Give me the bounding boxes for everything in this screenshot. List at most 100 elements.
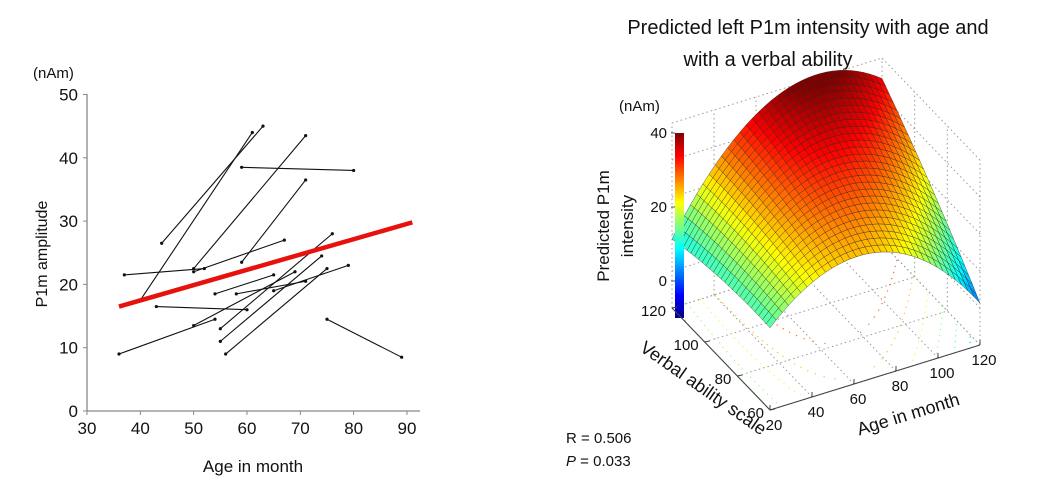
left-y-tick-label: 40 [59,149,78,168]
contour-point [907,300,909,302]
age-axis [769,344,981,411]
contour-point [722,346,724,348]
contour-point [823,376,825,378]
contour-point [905,306,907,308]
subject-point [234,292,238,296]
subject-line [241,166,354,172]
subject-line [161,125,264,244]
colorbar-tick-label: 0 [659,273,667,290]
contour-point [788,386,790,389]
verbal-tick [671,306,678,309]
grid-line [671,242,883,309]
contour-point [776,351,779,354]
contour-point [737,363,740,366]
contour-point [766,343,769,346]
subject-point [282,238,286,242]
subject-point [325,266,329,271]
contour-point [761,339,764,342]
contour-point [969,341,971,344]
contour-point [909,288,912,290]
contour-point [718,342,721,344]
grid-line [881,94,981,198]
contour-point [886,351,888,353]
subject-point [400,355,404,359]
subject-point [218,339,222,343]
verbal-axis-label: Verbal ability scale [637,337,771,439]
contour-point [759,362,761,365]
grid-line [671,57,883,124]
contour-point [793,363,796,365]
contour-point [803,338,805,340]
contour-point [936,346,939,348]
contour-point [776,324,778,326]
subject-line [193,135,307,269]
grid-line [713,294,813,398]
subject-point [192,270,196,274]
subject-point [160,241,164,245]
verbal-axis [671,307,771,411]
contour-point [884,296,886,298]
contour-point [714,294,716,296]
left-x-tick-label: 60 [238,419,257,438]
verbal-tick-label: 60 [747,405,764,422]
contour-point [711,333,713,335]
contour-point [746,350,748,352]
contour-point [766,393,769,395]
contour-point [715,337,717,340]
contour-point [747,327,750,330]
contour-point [937,340,940,342]
contour-point [749,376,752,379]
contour-point [941,311,944,314]
verbal-tick-label: 80 [715,371,732,388]
contour-point [707,329,709,331]
contour-point [742,346,744,348]
contour-point [873,316,875,318]
age-axis-label: Age in month [855,389,962,439]
left-x-tick-label: 90 [398,419,417,438]
subject-point [224,352,228,356]
contour-point [718,298,720,300]
contour-point [768,370,771,373]
contour-point [714,316,716,318]
left-chart: (nAm) P1m amplitude Age in month 0 10 20 30… [33,65,420,476]
colorbar-tick-label: 40 [650,125,667,142]
contour-point [868,323,870,325]
contour-point [734,315,737,317]
regression-line [118,220,413,309]
right-unit-label: (nAm) [619,98,660,115]
p-stat-label: P [566,453,576,470]
contour-point [689,307,692,309]
contour-point [824,342,826,345]
contour-point [890,344,893,346]
contour-point [954,340,956,343]
contour-point [892,271,895,274]
contour-point [814,373,817,375]
r-stat-label: R [566,430,577,447]
contour-point [901,318,904,321]
contour-point [908,294,910,296]
subject-point [320,254,324,258]
grid-line [671,94,883,161]
subject-point [352,168,356,173]
contour-point [706,307,709,309]
contour-point [741,368,744,370]
contour-point [754,381,756,383]
z-axis-label-line-1: Predicted P1m [594,170,613,282]
contour-point [886,290,889,292]
age-tick-label: 60 [850,391,867,408]
contour-point [782,328,784,330]
left-y-tick-label: 0 [69,402,78,421]
contour-point [758,385,760,387]
subject-point [346,263,350,268]
right-title-line-1: Predicted left P1m intensity with age an… [627,17,988,39]
right-title-line-2: with a verbal ability [683,49,853,71]
subject-line [124,268,205,276]
subject-point [245,308,249,312]
contour-point [704,324,706,327]
contour-point [757,335,759,338]
contour-point [734,337,736,339]
subject-line [193,271,296,327]
contour-point [730,355,732,357]
left-y-tick-label: 50 [59,86,78,105]
